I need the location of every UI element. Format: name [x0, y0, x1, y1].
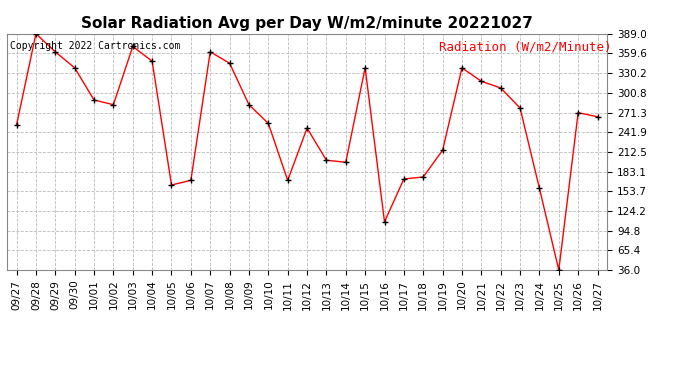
Text: Radiation (W/m2/Minute): Radiation (W/m2/Minute): [439, 41, 611, 54]
Text: Copyright 2022 Cartronics.com: Copyright 2022 Cartronics.com: [10, 41, 180, 51]
Title: Solar Radiation Avg per Day W/m2/minute 20221027: Solar Radiation Avg per Day W/m2/minute …: [81, 16, 533, 31]
